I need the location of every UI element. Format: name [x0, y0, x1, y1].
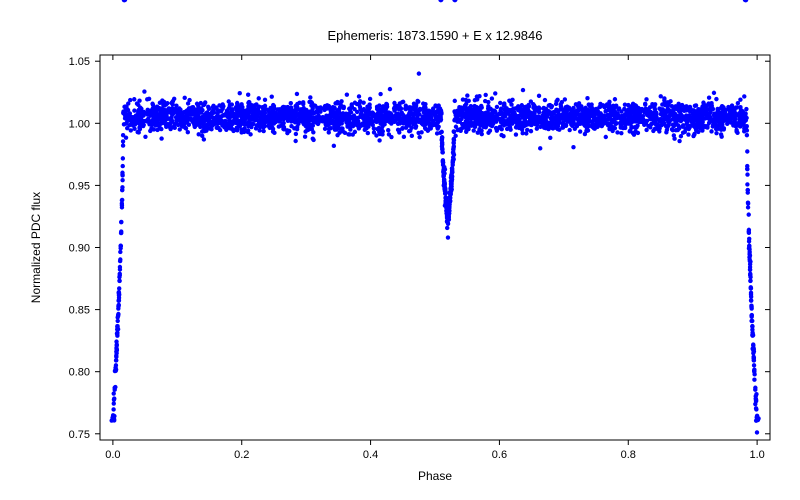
svg-text:1.00: 1.00 [69, 118, 90, 130]
svg-text:0.95: 0.95 [69, 180, 90, 192]
svg-text:0.85: 0.85 [69, 305, 90, 317]
x-axis-label: Phase [418, 469, 452, 483]
svg-text:1.05: 1.05 [69, 56, 90, 68]
svg-text:0.8: 0.8 [621, 449, 636, 461]
svg-text:1.0: 1.0 [749, 449, 764, 461]
svg-text:0.0: 0.0 [105, 449, 120, 461]
chart-title: Ephemeris: 1873.1590 + E x 12.9846 [327, 28, 542, 43]
y-axis-label: Normalized PDC flux [29, 192, 43, 303]
lightcurve-chart: Ephemeris: 1873.1590 + E x 12.9846 Phase… [0, 0, 800, 500]
chart-container: Ephemeris: 1873.1590 + E x 12.9846 Phase… [0, 0, 800, 500]
svg-text:0.6: 0.6 [492, 449, 507, 461]
svg-text:0.90: 0.90 [69, 243, 90, 255]
svg-text:0.2: 0.2 [234, 449, 249, 461]
svg-text:0.4: 0.4 [363, 449, 378, 461]
svg-text:0.75: 0.75 [69, 429, 90, 441]
svg-text:0.80: 0.80 [69, 367, 90, 379]
